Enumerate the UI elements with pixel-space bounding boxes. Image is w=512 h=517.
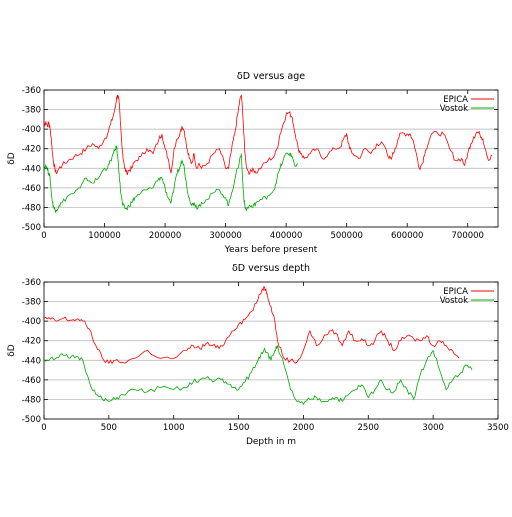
x-axis-label: Depth in m xyxy=(246,437,296,447)
x-tick-label: 3500 xyxy=(487,423,509,433)
chart-title: δD versus age xyxy=(237,71,305,82)
x-axis-label: Years before present xyxy=(224,245,318,255)
x-tick-label: 300000 xyxy=(209,231,241,241)
y-tick-label: -500 xyxy=(22,223,41,233)
x-tick-label: 2500 xyxy=(357,423,379,433)
x-tick-label: 1500 xyxy=(228,423,250,433)
x-tick-label: 700000 xyxy=(452,231,484,241)
plot-frame xyxy=(43,281,499,420)
y-tick-label: -400 xyxy=(22,317,41,327)
legend-label-epica: EPICA xyxy=(443,95,468,105)
chart-panel-2: -500 -480 -460 -440 -420 -400 -380 -360 0 500 1000… xyxy=(7,263,509,447)
x-tick-label: 400000 xyxy=(270,231,302,241)
y-tick-label: -460 xyxy=(22,376,41,386)
x-tick-label: 500000 xyxy=(330,231,362,241)
x-tick-label: 3000 xyxy=(422,423,444,433)
series-line-epica xyxy=(44,94,493,176)
x-tick-label: 500 xyxy=(101,423,117,433)
x-tick-label: 1000 xyxy=(163,423,185,433)
y-tick-label: -380 xyxy=(22,106,41,116)
x-tick-label: 2000 xyxy=(293,423,315,433)
series-line-vostok xyxy=(44,345,473,406)
legend-label-vostok: Vostok xyxy=(440,104,468,114)
y-tick-label: -380 xyxy=(22,298,41,308)
y-axis-label: δD xyxy=(7,152,17,165)
y-tick-label: -360 xyxy=(22,278,41,288)
y-tick-label: -440 xyxy=(22,356,41,366)
legend-label-vostok: Vostok xyxy=(440,296,468,306)
series-line-vostok xyxy=(44,145,299,213)
y-tick-label: -420 xyxy=(22,337,41,347)
y-tick-label: -360 xyxy=(22,86,41,96)
y-tick-label: -500 xyxy=(22,415,41,425)
y-tick-label: -420 xyxy=(22,145,41,155)
plot-frame xyxy=(43,89,499,228)
x-tick-label: 600000 xyxy=(391,231,423,241)
series-line-epica xyxy=(44,286,460,365)
y-tick-label: -460 xyxy=(22,184,41,194)
x-tick-label: 0 xyxy=(41,231,46,241)
x-tick-label: 100000 xyxy=(88,231,120,241)
y-axis-label: δD xyxy=(7,344,17,357)
y-tick-label: -480 xyxy=(22,203,41,213)
y-tick-label: -440 xyxy=(22,164,41,174)
x-tick-label: 200000 xyxy=(149,231,181,241)
x-tick-label: 0 xyxy=(41,423,46,433)
y-tick-label: -400 xyxy=(22,125,41,135)
chart-panel-1: -500 -480 -460 -440 -420 -400 -380 -360 0 100000 2… xyxy=(7,71,499,255)
chart-title: δD versus depth xyxy=(232,263,310,274)
legend-label-epica: EPICA xyxy=(443,287,468,297)
y-tick-label: -480 xyxy=(22,395,41,405)
